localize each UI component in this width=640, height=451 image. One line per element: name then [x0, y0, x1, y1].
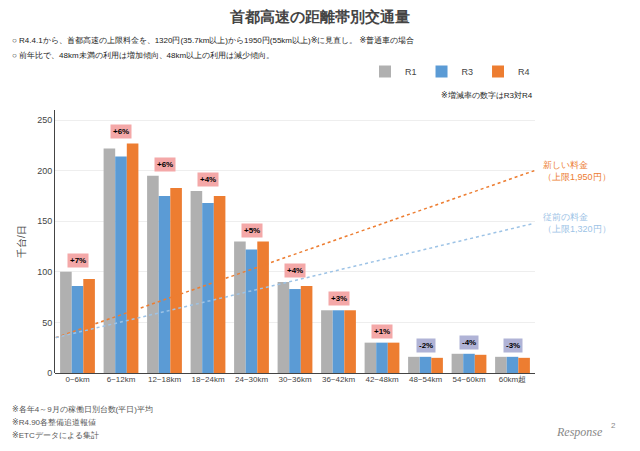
- svg-text:24~30km: 24~30km: [235, 375, 268, 384]
- svg-text:60km超: 60km超: [499, 375, 527, 384]
- svg-text:150: 150: [37, 216, 52, 226]
- svg-text:6~12km: 6~12km: [107, 375, 136, 384]
- svg-text:R4: R4: [518, 67, 530, 77]
- svg-text:48~54km: 48~54km: [409, 375, 442, 384]
- svg-text:30~36km: 30~36km: [278, 375, 311, 384]
- svg-text:新しい料金（上限1,950円）: 新しい料金（上限1,950円）: [543, 160, 611, 182]
- svg-text:-2%: -2%: [419, 341, 433, 350]
- svg-text:※R4.90各整備追道報値: ※R4.90各整備追道報値: [12, 418, 96, 427]
- svg-text:+1%: +1%: [374, 327, 390, 336]
- svg-text:250: 250: [37, 115, 52, 125]
- svg-text:※増減率の数字はR3対R4: ※増減率の数字はR3対R4: [441, 91, 533, 100]
- svg-text:12~18km: 12~18km: [148, 375, 181, 384]
- svg-text:+6%: +6%: [113, 127, 129, 136]
- svg-text:Response: Response: [556, 425, 603, 439]
- svg-text:+7%: +7%: [70, 256, 86, 265]
- svg-text:+4%: +4%: [200, 175, 216, 184]
- svg-text:+5%: +5%: [244, 226, 260, 235]
- svg-text:※各年4～9月の稼働日別台数(平日)平均: ※各年4～9月の稼働日別台数(平日)平均: [12, 405, 153, 414]
- svg-text:R3: R3: [462, 67, 474, 77]
- svg-text:42~48km: 42~48km: [365, 375, 398, 384]
- svg-text:-4%: -4%: [462, 338, 476, 347]
- svg-text:54~60km: 54~60km: [452, 375, 485, 384]
- svg-text:0: 0: [47, 368, 52, 378]
- svg-text:18~24km: 18~24km: [191, 375, 224, 384]
- svg-text:50: 50: [42, 318, 52, 328]
- svg-text:0~6km: 0~6km: [65, 375, 90, 384]
- svg-text:+6%: +6%: [157, 160, 173, 169]
- svg-text:+3%: +3%: [331, 294, 347, 303]
- svg-text:※ETCデータによる集計: ※ETCデータによる集計: [12, 431, 99, 440]
- svg-text:首都高速の距離帯別交通量: 首都高速の距離帯別交通量: [229, 8, 410, 25]
- svg-text:従前の料金（上限1,320円）: 従前の料金（上限1,320円）: [543, 212, 611, 234]
- svg-text:+4%: +4%: [287, 266, 303, 275]
- svg-text:○ R4.4.1から、首都高速の上限料金を、1320円(35: ○ R4.4.1から、首都高速の上限料金を、1320円(35.7km以上)から1…: [12, 36, 414, 45]
- svg-text:100: 100: [37, 267, 52, 277]
- svg-text:千台/日: 千台/日: [16, 225, 27, 258]
- svg-text:200: 200: [37, 166, 52, 176]
- svg-text:○ 前年比で、48km未満の利用は増加傾向、48km以上の利: ○ 前年比で、48km未満の利用は増加傾向、48km以上の利用は減少傾向。: [12, 51, 274, 60]
- svg-text:36~42km: 36~42km: [322, 375, 355, 384]
- svg-text:-3%: -3%: [506, 341, 520, 350]
- svg-text:2: 2: [611, 421, 616, 430]
- svg-text:R1: R1: [405, 67, 417, 77]
